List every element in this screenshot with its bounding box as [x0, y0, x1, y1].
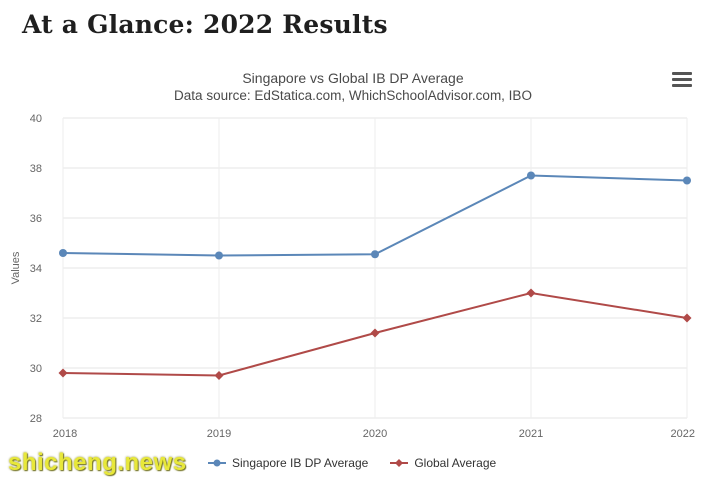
x-tick-label: 2021	[519, 428, 543, 440]
watermark: shicheng.news	[8, 449, 187, 476]
data-point[interactable]	[370, 328, 380, 338]
diamond-marker-icon	[390, 459, 409, 467]
x-tick-label: 2018	[53, 428, 77, 440]
chart-legend: Singapore IB DP Average Global Average	[208, 456, 518, 470]
chart-menu-button[interactable]	[672, 72, 692, 90]
y-tick-label: 34	[30, 263, 42, 275]
y-tick-label: 28	[30, 413, 42, 425]
x-axis-ticks: 2018 2019 2020 2021 2022	[53, 428, 695, 440]
hamburger-icon	[672, 72, 692, 75]
data-point[interactable]	[215, 251, 223, 260]
x-tick-label: 2019	[207, 428, 231, 440]
chart-grid	[62, 117, 688, 419]
y-axis-label: Values	[10, 251, 22, 284]
data-point[interactable]	[526, 288, 536, 298]
y-tick-label: 32	[30, 313, 42, 325]
chart-title: Singapore vs Global IB DP Average	[242, 70, 464, 86]
chart-series	[58, 171, 692, 380]
y-tick-label: 38	[30, 163, 42, 175]
legend-label-singapore: Singapore IB DP Average	[232, 456, 369, 470]
legend-label-global: Global Average	[414, 456, 497, 470]
circle-marker-icon	[208, 459, 226, 467]
data-point[interactable]	[683, 176, 691, 185]
legend-item-singapore[interactable]: Singapore IB DP Average	[208, 456, 368, 470]
y-tick-label: 36	[30, 213, 42, 225]
y-axis-ticks: 28 30 32 34 36 38 40	[30, 113, 42, 425]
legend-item-global[interactable]: Global Average	[390, 456, 496, 470]
page-heading: At a Glance: 2022 Results	[22, 10, 388, 39]
data-point[interactable]	[527, 171, 535, 180]
data-point[interactable]	[371, 250, 379, 259]
data-point[interactable]	[682, 313, 692, 323]
y-tick-label: 30	[30, 363, 42, 375]
x-tick-label: 2020	[363, 428, 387, 440]
chart-subtitle: Data source: EdStatica.com, WhichSchoolA…	[174, 88, 532, 103]
data-point[interactable]	[59, 249, 67, 257]
x-tick-label: 2022	[671, 428, 695, 440]
y-tick-label: 40	[30, 113, 42, 125]
data-point[interactable]	[58, 368, 68, 378]
data-point[interactable]	[214, 371, 224, 380]
